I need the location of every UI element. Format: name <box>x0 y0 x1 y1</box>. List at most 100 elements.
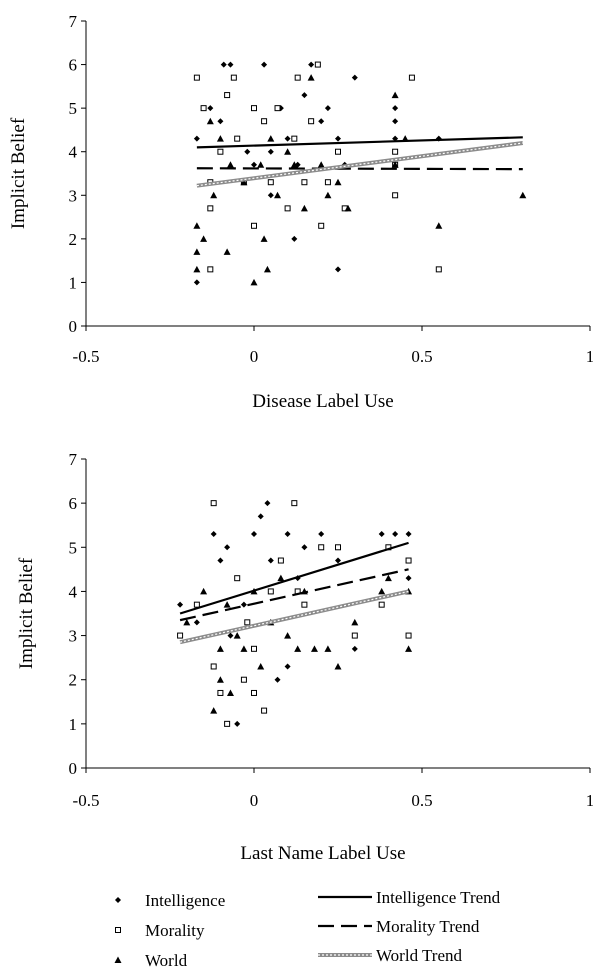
data-point <box>233 632 241 639</box>
data-point <box>217 557 224 564</box>
data-point <box>216 645 224 652</box>
data-point <box>261 707 268 714</box>
data-point <box>378 601 385 608</box>
data-point <box>267 192 274 199</box>
data-point <box>193 619 200 626</box>
data-point <box>324 105 331 112</box>
data-point <box>284 663 291 670</box>
world-trend-line <box>179 589 409 645</box>
data-point <box>318 531 325 538</box>
y-tick-label: 3 <box>69 186 78 205</box>
data-point <box>193 74 200 81</box>
y-axis-title: Implicit Belief <box>16 557 37 669</box>
data-point <box>301 544 308 551</box>
data-point <box>240 601 247 608</box>
data-point <box>267 179 274 186</box>
data-point <box>384 574 392 582</box>
data-point <box>324 179 331 186</box>
data-point <box>250 278 258 286</box>
data-point <box>405 575 412 582</box>
world-trend-line <box>196 141 524 188</box>
data-point <box>200 235 208 242</box>
data-point <box>334 662 342 670</box>
y-tick-label: 2 <box>69 671 78 690</box>
data-point <box>210 707 218 714</box>
data-point <box>240 645 248 652</box>
data-point <box>317 161 325 168</box>
data-point <box>251 645 257 652</box>
data-point <box>324 645 332 652</box>
y-tick-label: 7 <box>69 12 78 31</box>
data-point <box>207 266 214 273</box>
morality-trend-line <box>196 167 523 171</box>
data-point <box>183 618 191 626</box>
x-tick-label: 0 <box>250 791 259 810</box>
data-point <box>301 601 308 608</box>
data-point <box>251 689 257 696</box>
legend-label: Intelligence <box>145 891 225 910</box>
data-point <box>294 74 301 81</box>
data-point <box>435 266 442 273</box>
data-point <box>291 500 298 507</box>
data-point <box>405 645 413 652</box>
data-point <box>307 74 315 81</box>
data-point <box>351 632 358 639</box>
data-point <box>234 135 241 142</box>
data-point <box>294 645 302 652</box>
data-point <box>193 248 201 255</box>
x-tick-label: 1 <box>586 791 593 810</box>
data-point <box>308 118 315 125</box>
data-point <box>220 61 227 68</box>
data-point <box>240 676 247 683</box>
data-point <box>351 618 359 626</box>
data-point <box>207 205 214 212</box>
data-point <box>392 105 399 112</box>
data-point <box>200 587 208 595</box>
chart-last-name-label-use: 0 1 2 3 4 5 6 7 -0.5 0 0.5 1 Last Name Label Use Impl… <box>16 450 593 864</box>
data-point <box>308 61 315 68</box>
x-tick-label: 0.5 <box>411 347 432 366</box>
data-point <box>519 191 527 199</box>
data-point <box>251 161 257 168</box>
data-point <box>244 619 251 626</box>
data-point <box>261 118 268 125</box>
legend-item-intelligence: Intelligence <box>115 891 225 910</box>
data-point <box>210 531 217 538</box>
data-point <box>223 248 231 255</box>
data-point <box>335 148 341 155</box>
y-tick-label: 5 <box>69 538 78 557</box>
legend-item-intelligence-trend: Intelligence Trend <box>318 888 501 907</box>
x-tick-label: 0.5 <box>411 791 432 810</box>
series-morality <box>177 500 412 727</box>
data-point <box>284 135 291 142</box>
data-point <box>391 91 399 99</box>
data-point <box>324 191 332 199</box>
data-point <box>227 632 234 639</box>
data-point <box>267 135 275 142</box>
data-point <box>210 191 218 199</box>
data-point <box>392 118 399 125</box>
data-point <box>335 557 341 564</box>
data-point <box>230 74 237 81</box>
legend-marker <box>115 897 121 903</box>
data-point <box>227 61 234 68</box>
axes: 0 1 2 3 4 5 6 7 -0.5 0 0.5 1 <box>69 450 593 810</box>
data-point <box>267 557 274 564</box>
data-point <box>301 179 308 186</box>
data-point <box>193 135 200 142</box>
y-tick-label: 1 <box>69 715 78 734</box>
data-point <box>405 632 412 639</box>
legend-label: World Trend <box>376 946 463 965</box>
intelligence-trend-line <box>196 136 523 149</box>
data-point <box>226 689 234 696</box>
data-point <box>261 61 268 68</box>
chart-disease-label-use: 0 1 2 3 4 5 6 7 -0.5 0 0.5 1 Disease Label Use Implic… <box>8 12 593 412</box>
data-point <box>277 574 285 582</box>
data-point <box>284 205 291 212</box>
y-tick-label: 2 <box>69 230 78 249</box>
data-point <box>244 148 251 155</box>
data-point <box>224 92 231 99</box>
data-point <box>284 632 292 639</box>
data-point <box>216 135 224 142</box>
data-point <box>216 676 224 683</box>
